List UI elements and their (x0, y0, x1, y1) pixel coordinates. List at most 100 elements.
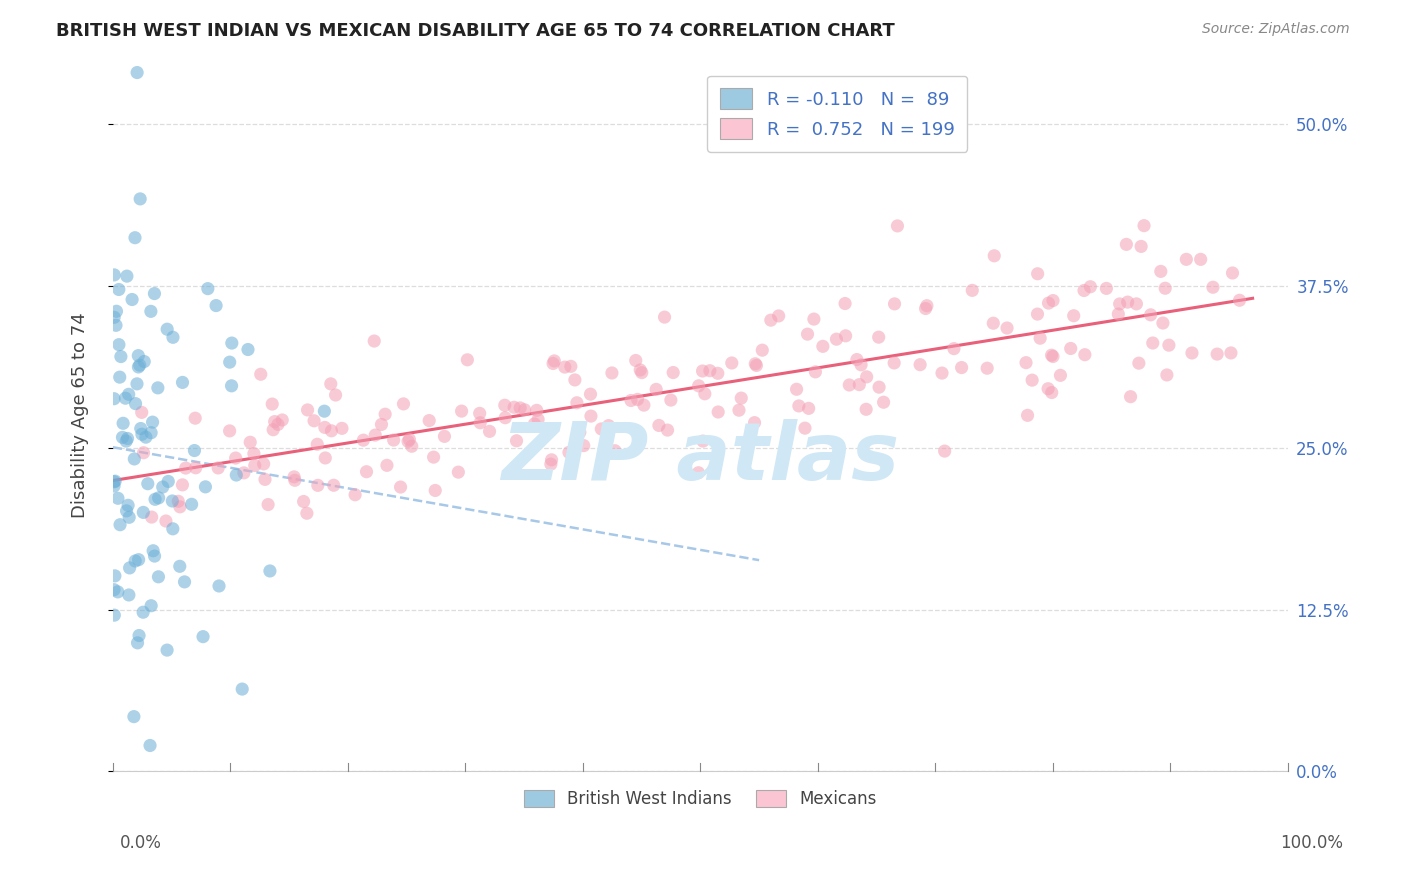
Point (108, 283, 131, 297)
Point (105, 304, 128, 318)
Point (1026, 267, 1049, 281)
Point (707, 405, 730, 419)
Point (470, 416, 492, 430)
Point (995, 321, 1018, 335)
Point (620, 393, 643, 408)
Point (1042, 350, 1064, 364)
Point (156, 322, 179, 336)
Point (225, 450, 247, 465)
Point (526, 403, 548, 417)
Point (1060, 342, 1083, 356)
Point (117, 498, 139, 512)
Point (143, 549, 166, 563)
Point (325, 388, 347, 402)
Point (1029, 331, 1052, 345)
Point (218, 424, 240, 438)
Point (104, 318, 127, 333)
Point (1049, 368, 1071, 383)
Text: 0.0%: 0.0% (120, 834, 162, 852)
Point (751, 343, 773, 358)
Point (322, 478, 344, 492)
Point (1202, 280, 1225, 294)
Point (243, 446, 266, 460)
Point (1150, 264, 1173, 278)
Point (468, 406, 491, 420)
Point (172, 376, 194, 390)
Point (633, 398, 655, 412)
Point (744, 416, 766, 430)
Point (662, 366, 685, 380)
Point (1042, 293, 1064, 308)
Point (107, 585, 129, 599)
Point (122, 709, 145, 723)
Point (1095, 281, 1118, 295)
Point (688, 466, 710, 480)
Point (162, 494, 184, 508)
Point (794, 421, 817, 435)
Point (131, 405, 153, 419)
Point (418, 413, 440, 427)
Point (284, 473, 307, 487)
Point (139, 304, 162, 318)
Point (825, 332, 848, 346)
Point (503, 401, 526, 415)
Point (478, 425, 501, 439)
Point (720, 356, 742, 370)
Point (295, 506, 318, 520)
Point (118, 387, 141, 401)
Point (855, 369, 877, 384)
Point (302, 414, 325, 428)
Point (194, 480, 217, 494)
Point (494, 410, 516, 425)
Point (1181, 346, 1204, 360)
Point (118, 561, 141, 575)
Point (1108, 297, 1130, 311)
Point (692, 434, 714, 448)
Point (382, 433, 405, 447)
Point (707, 367, 730, 381)
Point (433, 429, 456, 443)
Point (169, 559, 191, 574)
Point (135, 430, 157, 444)
Point (118, 510, 141, 524)
Point (628, 363, 651, 377)
Point (1015, 356, 1038, 370)
Point (103, 608, 125, 623)
Point (554, 360, 576, 375)
Point (139, 739, 162, 753)
Point (352, 433, 374, 447)
Point (1040, 348, 1063, 362)
Point (1125, 297, 1147, 311)
Point (934, 444, 956, 458)
Point (883, 356, 905, 370)
Point (1175, 252, 1198, 267)
Point (699, 364, 721, 378)
Point (688, 379, 710, 393)
Point (314, 420, 336, 434)
Point (115, 434, 138, 448)
Point (845, 352, 868, 367)
Point (121, 293, 143, 307)
Point (797, 401, 820, 416)
Point (540, 453, 562, 467)
Point (173, 574, 195, 589)
Point (174, 461, 197, 475)
Point (321, 424, 343, 438)
Point (626, 392, 648, 407)
Point (962, 284, 984, 298)
Point (297, 403, 319, 417)
Point (425, 483, 447, 498)
Point (796, 327, 818, 342)
Point (527, 412, 550, 426)
Point (370, 417, 392, 432)
Point (1063, 309, 1085, 323)
Point (136, 476, 159, 491)
Point (253, 457, 276, 471)
Point (208, 579, 231, 593)
Point (142, 415, 165, 429)
Point (283, 470, 305, 484)
Point (197, 282, 219, 296)
Point (129, 421, 152, 435)
Point (1156, 368, 1178, 382)
Point (1017, 409, 1039, 423)
